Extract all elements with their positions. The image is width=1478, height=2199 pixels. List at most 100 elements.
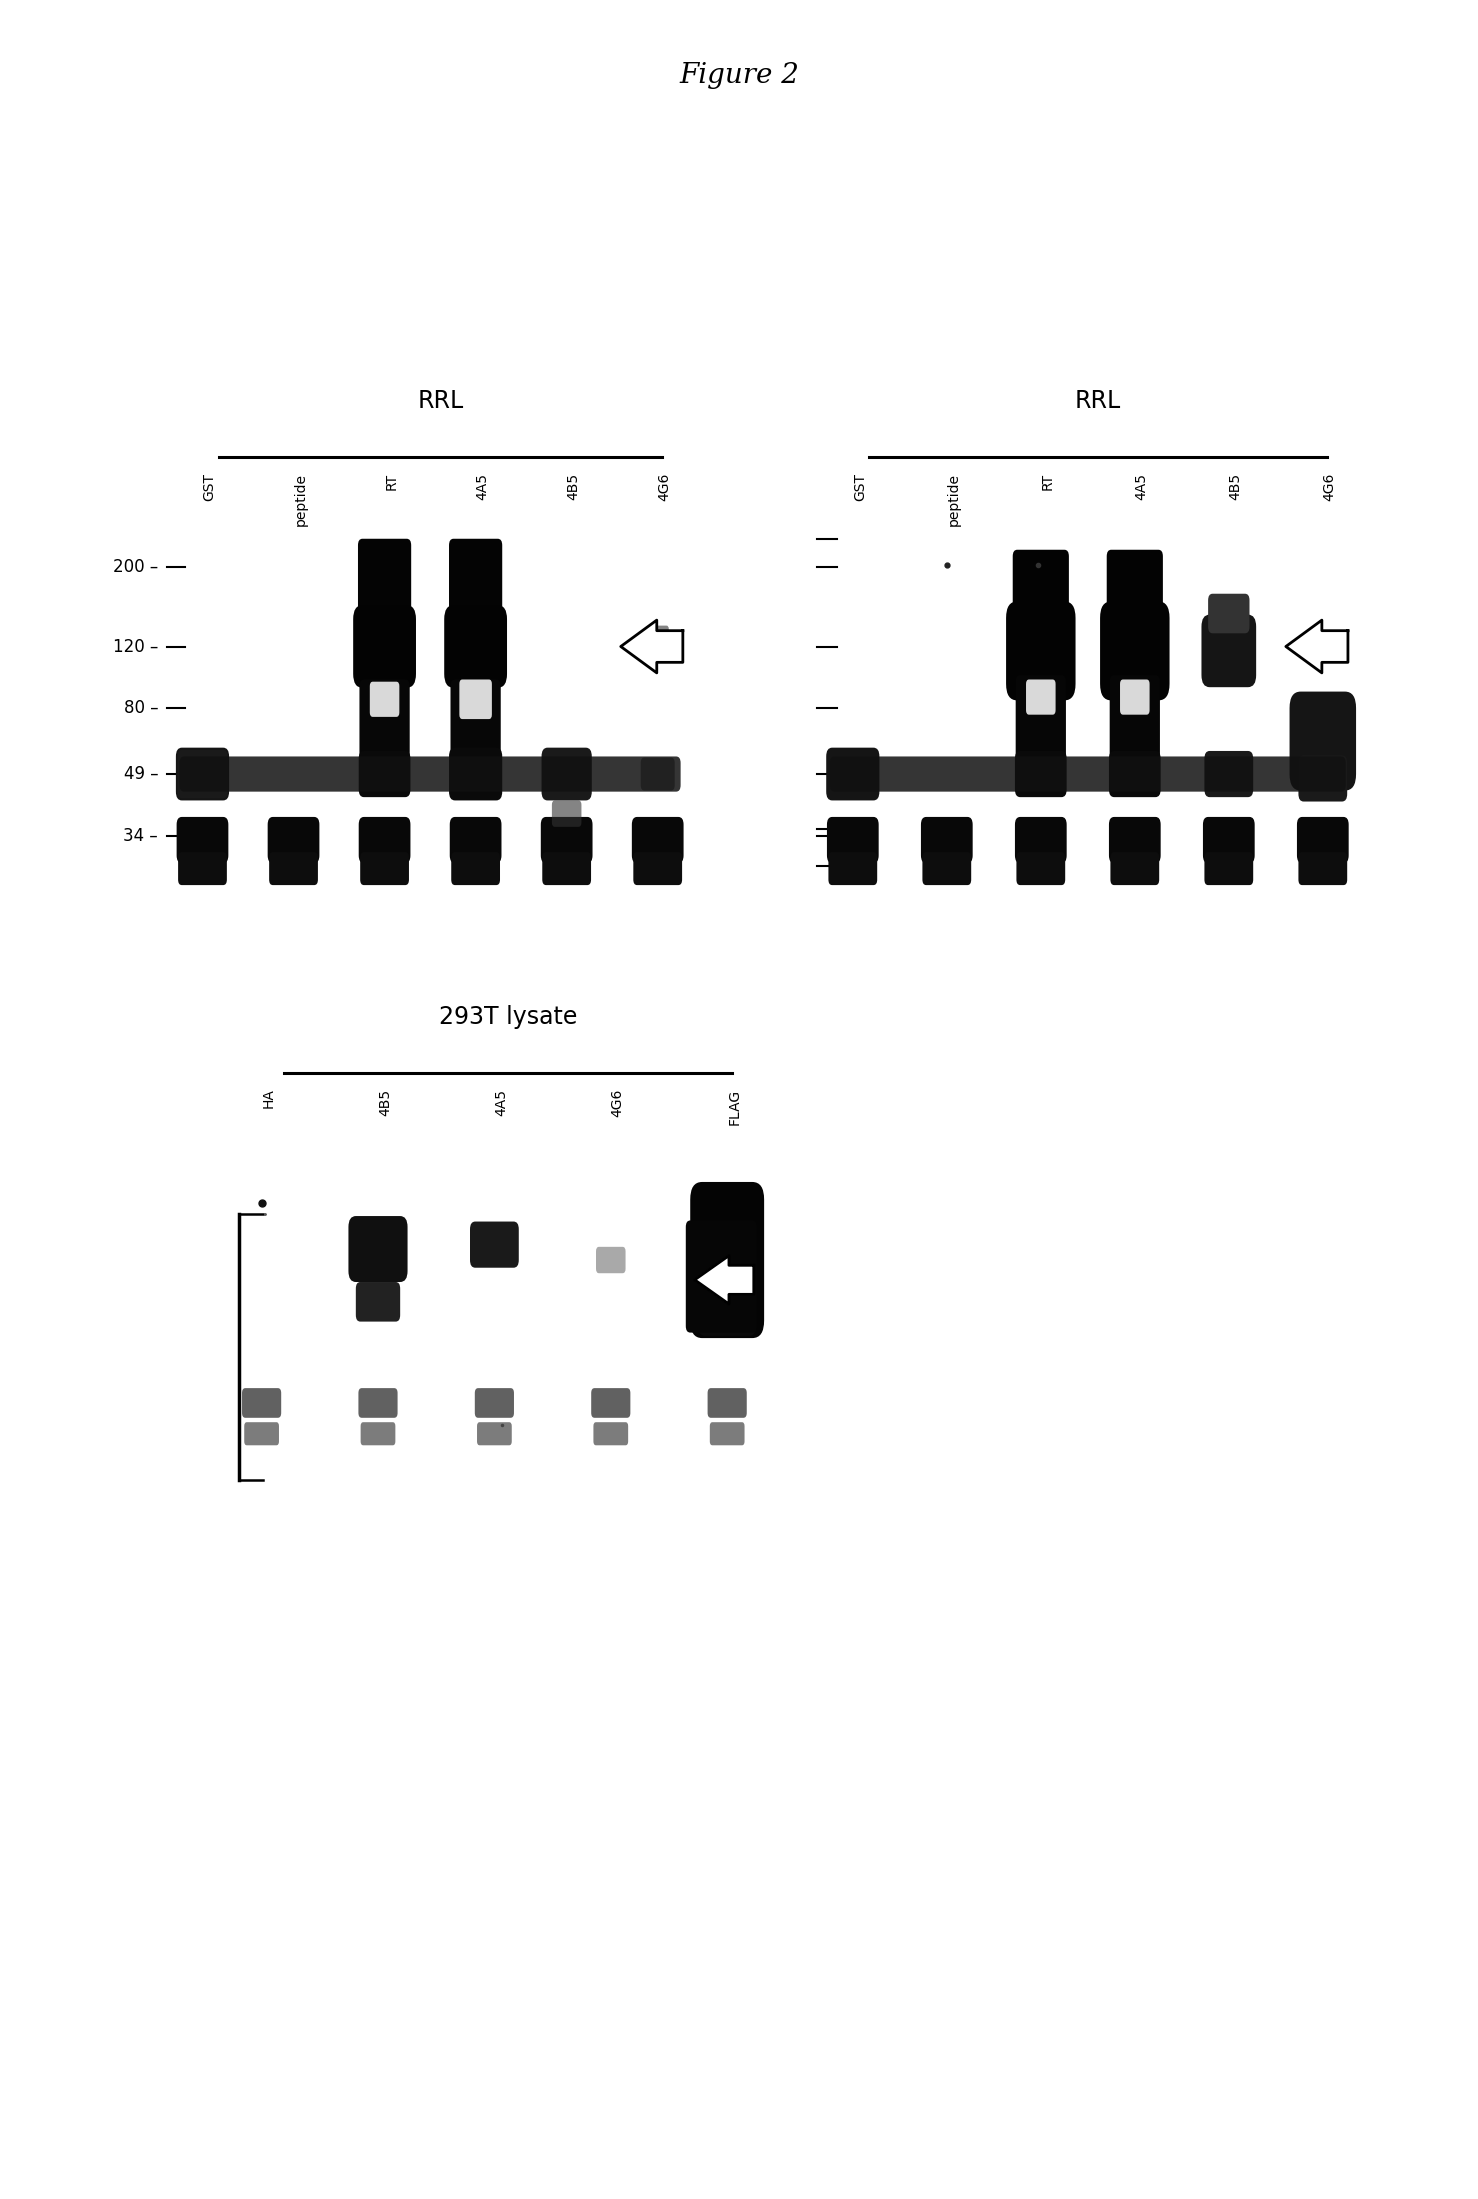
FancyBboxPatch shape: [541, 748, 591, 800]
FancyBboxPatch shape: [1007, 603, 1076, 699]
FancyBboxPatch shape: [1108, 816, 1160, 862]
FancyBboxPatch shape: [1203, 816, 1255, 862]
Text: 120 –: 120 –: [112, 638, 158, 655]
Text: 200 –: 200 –: [112, 559, 158, 576]
FancyBboxPatch shape: [1289, 690, 1357, 789]
FancyBboxPatch shape: [831, 756, 1346, 792]
FancyBboxPatch shape: [349, 1216, 408, 1282]
FancyBboxPatch shape: [358, 539, 411, 664]
Text: 4A5: 4A5: [1135, 473, 1148, 499]
Text: 4B5: 4B5: [566, 473, 581, 499]
FancyBboxPatch shape: [284, 831, 303, 851]
FancyBboxPatch shape: [699, 1275, 755, 1337]
FancyBboxPatch shape: [460, 679, 492, 719]
FancyBboxPatch shape: [370, 682, 399, 717]
FancyBboxPatch shape: [1110, 675, 1160, 794]
FancyBboxPatch shape: [449, 748, 503, 800]
FancyBboxPatch shape: [176, 748, 229, 800]
FancyBboxPatch shape: [1208, 594, 1249, 633]
FancyBboxPatch shape: [591, 1388, 631, 1418]
FancyBboxPatch shape: [647, 625, 670, 647]
Text: 34 –: 34 –: [123, 827, 158, 844]
Text: HA: HA: [262, 1089, 275, 1108]
FancyBboxPatch shape: [1205, 750, 1253, 796]
FancyBboxPatch shape: [244, 1423, 279, 1445]
FancyBboxPatch shape: [177, 816, 229, 862]
FancyBboxPatch shape: [361, 1423, 395, 1445]
Text: GST: GST: [202, 473, 216, 501]
FancyBboxPatch shape: [179, 851, 228, 884]
FancyBboxPatch shape: [180, 756, 681, 792]
FancyBboxPatch shape: [1108, 750, 1160, 796]
Text: peptide: peptide: [294, 473, 307, 526]
Text: 293T lysate: 293T lysate: [439, 1005, 576, 1029]
FancyBboxPatch shape: [1120, 679, 1150, 715]
Text: Figure 2: Figure 2: [678, 62, 800, 88]
FancyBboxPatch shape: [1299, 851, 1348, 884]
Text: 49 –: 49 –: [124, 765, 158, 783]
Text: 4G6: 4G6: [1323, 473, 1336, 501]
FancyBboxPatch shape: [1205, 851, 1253, 884]
FancyBboxPatch shape: [361, 851, 409, 884]
FancyBboxPatch shape: [696, 1194, 758, 1317]
FancyBboxPatch shape: [449, 539, 503, 660]
FancyBboxPatch shape: [633, 816, 684, 862]
FancyBboxPatch shape: [451, 679, 501, 789]
Text: 4A5: 4A5: [476, 473, 489, 499]
FancyBboxPatch shape: [449, 816, 501, 862]
FancyBboxPatch shape: [358, 1388, 398, 1418]
FancyBboxPatch shape: [641, 756, 674, 789]
FancyBboxPatch shape: [470, 1223, 519, 1267]
FancyBboxPatch shape: [1202, 614, 1256, 686]
Polygon shape: [1286, 620, 1348, 673]
FancyBboxPatch shape: [541, 816, 593, 862]
FancyBboxPatch shape: [922, 851, 971, 884]
FancyBboxPatch shape: [551, 800, 581, 827]
FancyBboxPatch shape: [690, 1183, 764, 1337]
FancyBboxPatch shape: [596, 1247, 625, 1273]
Text: 4B5: 4B5: [1228, 473, 1243, 499]
FancyBboxPatch shape: [829, 851, 878, 884]
FancyBboxPatch shape: [709, 1423, 745, 1445]
FancyBboxPatch shape: [359, 750, 411, 796]
Polygon shape: [621, 620, 683, 673]
Text: GST: GST: [853, 473, 866, 501]
FancyBboxPatch shape: [269, 851, 318, 884]
Text: 4G6: 4G6: [610, 1089, 625, 1117]
FancyBboxPatch shape: [550, 829, 584, 862]
FancyBboxPatch shape: [451, 851, 500, 884]
FancyBboxPatch shape: [686, 1220, 757, 1333]
FancyBboxPatch shape: [1110, 851, 1159, 884]
Text: RT: RT: [1041, 473, 1055, 490]
FancyBboxPatch shape: [828, 816, 879, 862]
FancyBboxPatch shape: [1015, 675, 1066, 794]
FancyBboxPatch shape: [477, 1423, 511, 1445]
FancyBboxPatch shape: [474, 1388, 514, 1418]
FancyBboxPatch shape: [1107, 550, 1163, 675]
Text: RRL: RRL: [417, 389, 464, 413]
Polygon shape: [695, 1256, 754, 1304]
FancyBboxPatch shape: [1015, 750, 1067, 796]
FancyBboxPatch shape: [1017, 851, 1066, 884]
FancyBboxPatch shape: [1299, 754, 1348, 803]
FancyBboxPatch shape: [359, 679, 409, 789]
FancyBboxPatch shape: [708, 1388, 746, 1418]
FancyBboxPatch shape: [1298, 816, 1349, 862]
FancyBboxPatch shape: [1015, 816, 1067, 862]
FancyBboxPatch shape: [359, 816, 411, 862]
FancyBboxPatch shape: [356, 1282, 401, 1322]
FancyBboxPatch shape: [542, 851, 591, 884]
FancyBboxPatch shape: [242, 1388, 281, 1418]
Text: RT: RT: [384, 473, 399, 490]
FancyBboxPatch shape: [921, 816, 973, 862]
FancyBboxPatch shape: [353, 605, 415, 688]
FancyBboxPatch shape: [1100, 603, 1169, 699]
Text: 80 –: 80 –: [124, 699, 158, 717]
FancyBboxPatch shape: [177, 750, 228, 798]
FancyBboxPatch shape: [1012, 550, 1069, 675]
FancyBboxPatch shape: [633, 851, 683, 884]
Text: 4B5: 4B5: [378, 1089, 392, 1115]
FancyBboxPatch shape: [594, 1423, 628, 1445]
FancyBboxPatch shape: [445, 605, 507, 688]
Text: FLAG: FLAG: [727, 1089, 740, 1124]
